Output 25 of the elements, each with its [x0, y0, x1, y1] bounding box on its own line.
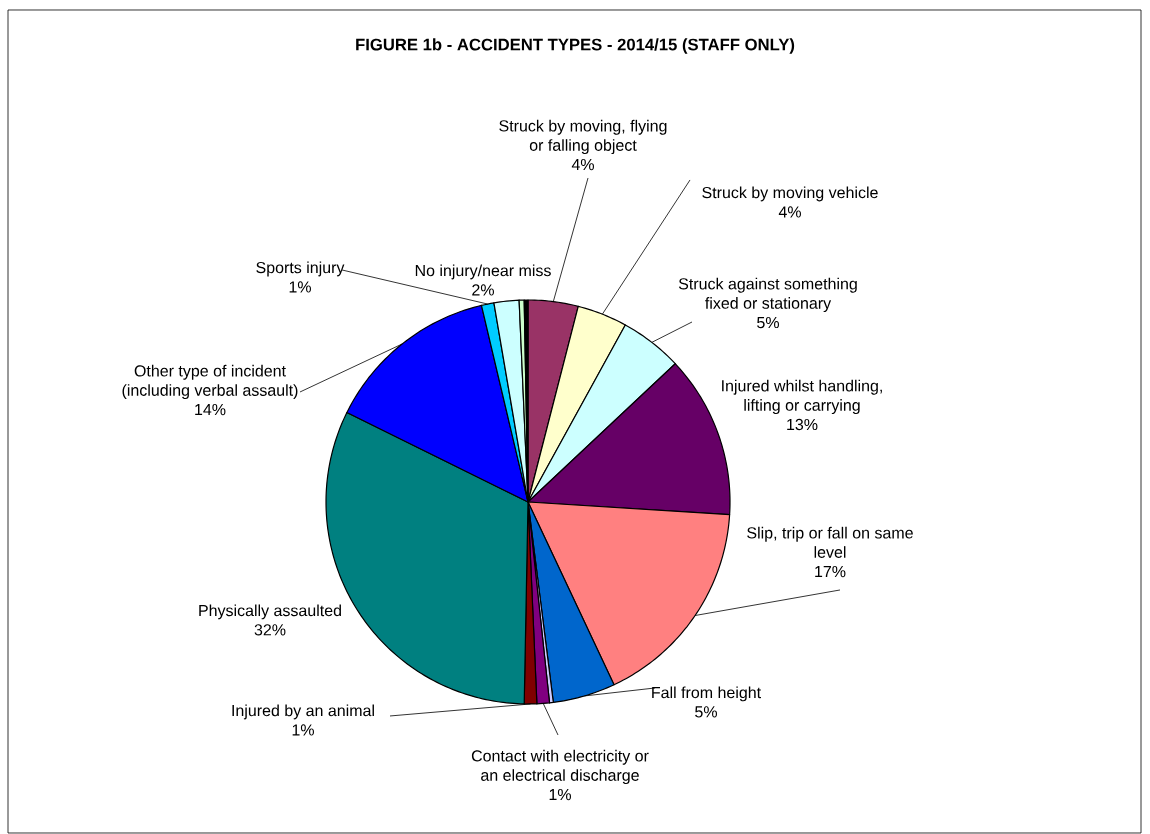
data-label: 5%: [757, 316, 779, 329]
slice-label: Physically assaulted: [199, 604, 341, 620]
data-label: 1%: [549, 788, 571, 801]
chart-title: FIGURE 1b - ACCIDENT TYPES - 2014/15 (STAFF ONLY): [356, 38, 795, 54]
slice-label: Injured whilst handling, lifting or carrying: [722, 379, 882, 415]
slice-label: Sports injury: [256, 261, 345, 277]
data-label: 13%: [787, 418, 818, 431]
data-label: 4%: [778, 206, 801, 218]
data-label: 1%: [289, 281, 311, 293]
slice-label: Struck by moving vehicle: [702, 186, 878, 202]
slice-label: Slip, trip or fall on same level: [747, 526, 913, 558]
data-label: 14%: [195, 403, 226, 416]
slice-label: Struck by moving, flying or falling object: [499, 119, 667, 155]
slice-label: Injured by an animal: [232, 704, 374, 720]
data-label: 5%: [695, 706, 717, 718]
data-label: 1%: [292, 724, 314, 736]
data-label: 32%: [254, 624, 286, 636]
slice-label: Struck against something fixed or stationary: [678, 277, 857, 313]
slice-label: Fall from height: [652, 686, 761, 702]
data-label: 17%: [815, 565, 846, 578]
data-label: 4%: [571, 158, 594, 171]
data-label: 2%: [472, 284, 494, 296]
slice-label: Other type of incident (including verbal assault): [122, 364, 298, 400]
slice-label: No injury/near miss: [415, 264, 551, 280]
slice-label: Contact with electricity or an electrical discharge: [471, 749, 649, 785]
